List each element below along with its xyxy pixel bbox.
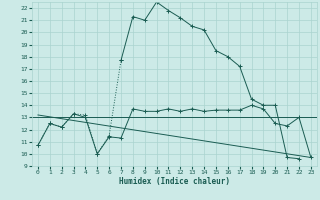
X-axis label: Humidex (Indice chaleur): Humidex (Indice chaleur): [119, 177, 230, 186]
